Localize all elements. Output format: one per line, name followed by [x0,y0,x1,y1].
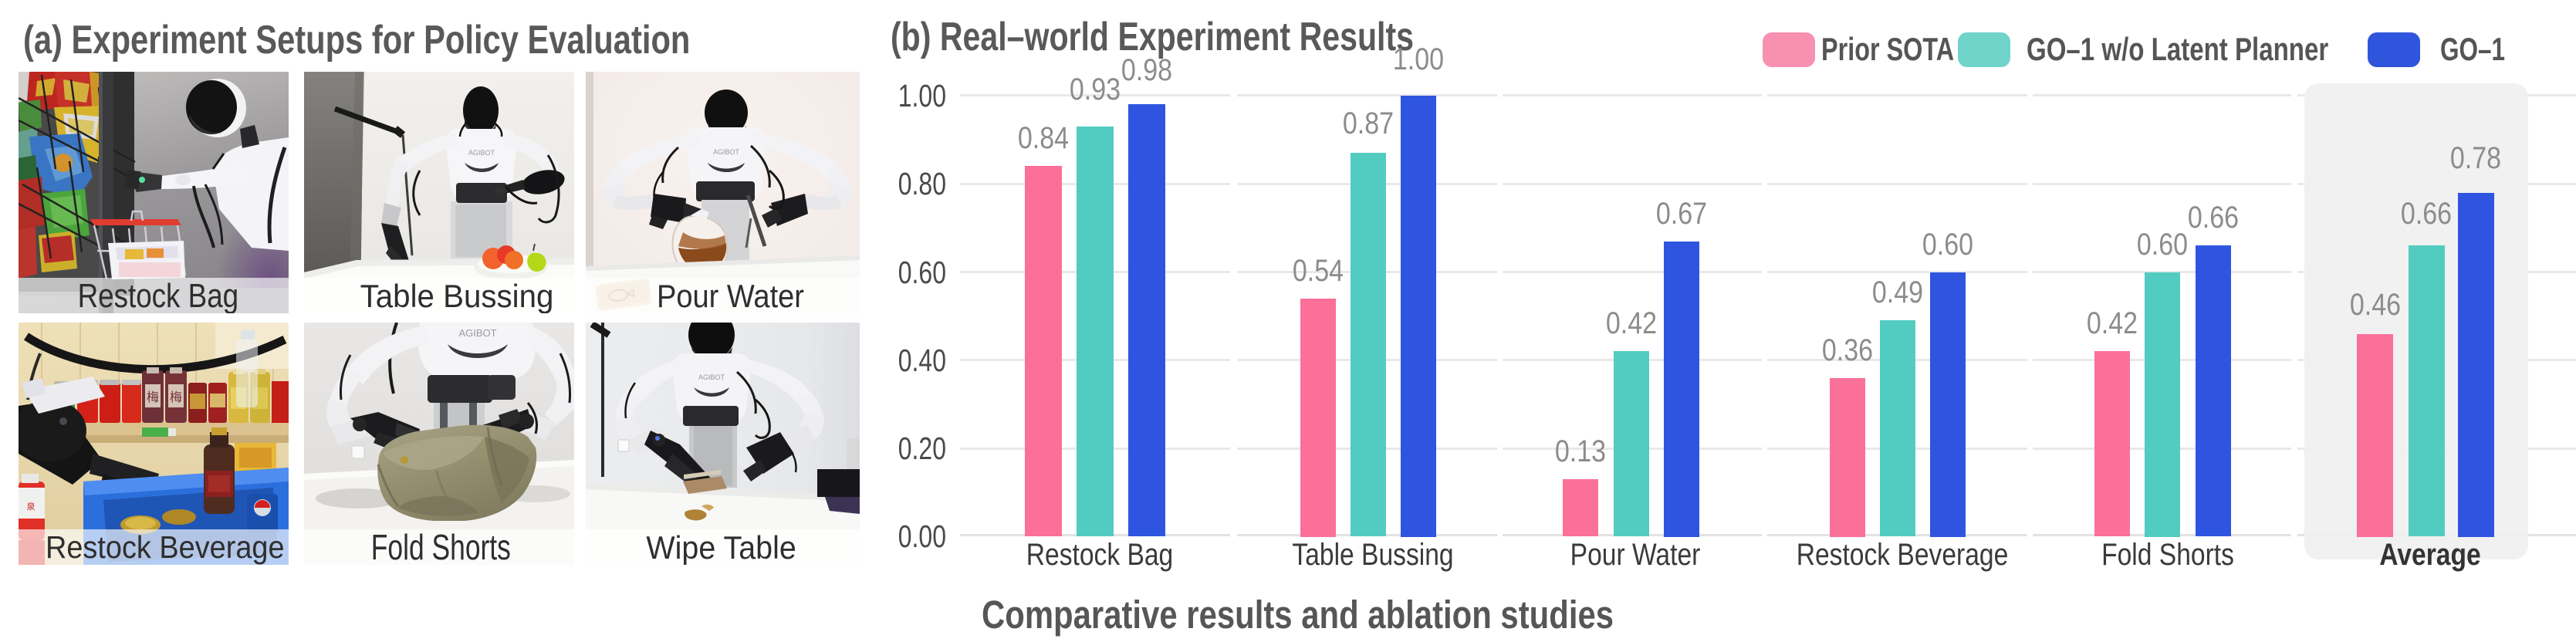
svg-text:AGIBOT: AGIBOT [698,373,725,381]
svg-text:梅: 梅 [170,390,182,404]
svg-text:AGIBOT: AGIBOT [458,327,496,339]
svg-text:泉: 泉 [27,501,35,512]
svg-text:梅: 梅 [147,390,159,404]
svg-text:AGIBOT: AGIBOT [713,148,740,156]
svg-text:AGIBOT: AGIBOT [468,149,495,157]
